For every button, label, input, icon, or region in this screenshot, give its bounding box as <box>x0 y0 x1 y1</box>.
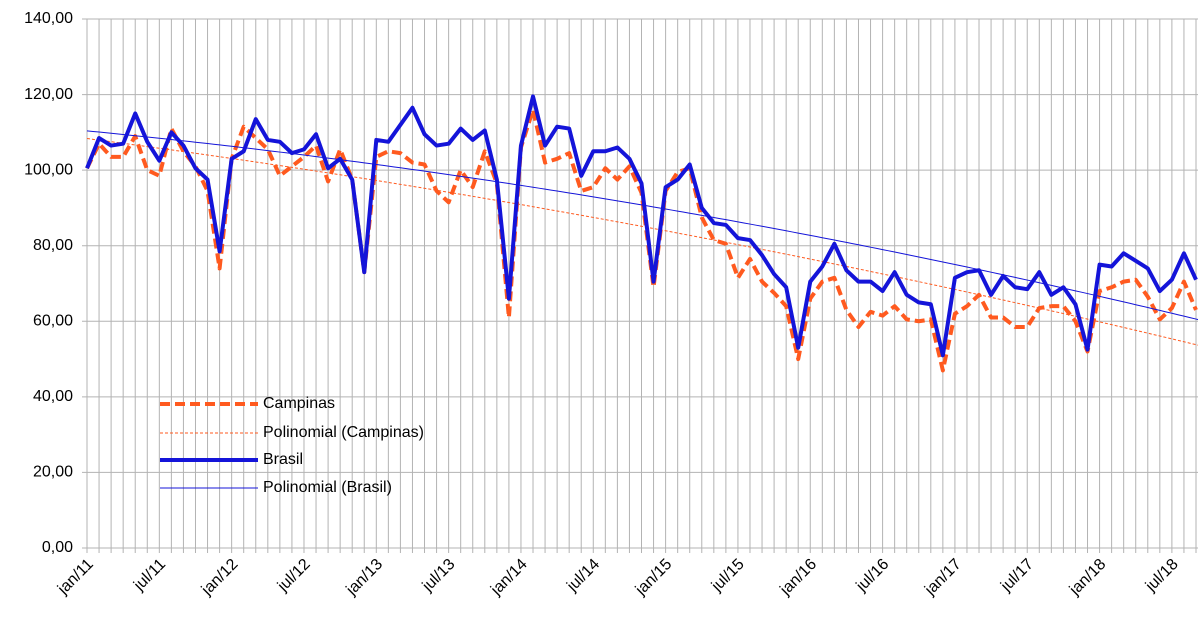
x-tick: jan/17 <box>921 556 965 600</box>
x-tick: jan/18 <box>1066 556 1110 600</box>
x-tick-label: jul/14 <box>563 556 603 596</box>
x-tick: jul/15 <box>708 556 748 596</box>
x-tick: jul/14 <box>563 556 603 596</box>
x-tick-label: jan/18 <box>1066 556 1110 600</box>
x-tick-label: jan/12 <box>198 556 242 600</box>
x-tick-label: jan/11 <box>54 556 97 599</box>
x-tick-label: jan/17 <box>921 556 965 600</box>
legend-label: Polinomial (Campinas) <box>263 424 424 441</box>
x-tick-label: jul/13 <box>419 556 459 596</box>
x-tick-label: jul/17 <box>997 556 1037 596</box>
x-tick: jan/13 <box>343 556 387 600</box>
x-tick-label: jan/16 <box>777 556 821 600</box>
y-tick-label: 100,00 <box>24 161 73 178</box>
legend-label: Polinomial (Brasil) <box>263 479 392 496</box>
x-tick: jul/12 <box>274 556 314 596</box>
x-tick-label: jan/15 <box>632 556 676 600</box>
x-tick-label: jan/13 <box>343 556 387 600</box>
y-tick-label: 80,00 <box>33 237 73 254</box>
x-tick-label: jul/16 <box>853 556 893 596</box>
y-tick-label: 140,00 <box>24 10 73 27</box>
legend-label: Campinas <box>263 395 335 412</box>
x-tick: jul/17 <box>997 556 1037 596</box>
series-line <box>85 94 1198 358</box>
trendline <box>86 138 1198 346</box>
y-tick-label: 120,00 <box>24 86 73 103</box>
trendline <box>86 130 1198 321</box>
x-tick: jan/14 <box>487 556 531 600</box>
legend-label: Brasil <box>263 451 303 468</box>
y-tick-label: 0,00 <box>42 539 73 556</box>
x-tick-label: jul/11 <box>130 556 169 595</box>
x-tick-label: jul/15 <box>708 556 748 596</box>
y-tick-label: 40,00 <box>33 388 73 405</box>
x-tick: jul/18 <box>1142 556 1182 596</box>
x-tick: jan/15 <box>632 556 676 600</box>
y-tick-label: 20,00 <box>33 464 73 481</box>
x-tick-label: jul/12 <box>274 556 314 596</box>
x-tick: jan/12 <box>198 556 242 600</box>
x-tick: jul/16 <box>853 556 893 596</box>
x-tick-label: jul/18 <box>1142 556 1182 596</box>
x-tick-label: jan/14 <box>487 556 531 600</box>
x-tick: jan/16 <box>777 556 821 600</box>
x-tick: jul/11 <box>130 556 169 595</box>
x-tick: jul/13 <box>419 556 459 596</box>
y-tick-label: 60,00 <box>33 313 73 330</box>
x-tick: jan/11 <box>54 556 97 599</box>
